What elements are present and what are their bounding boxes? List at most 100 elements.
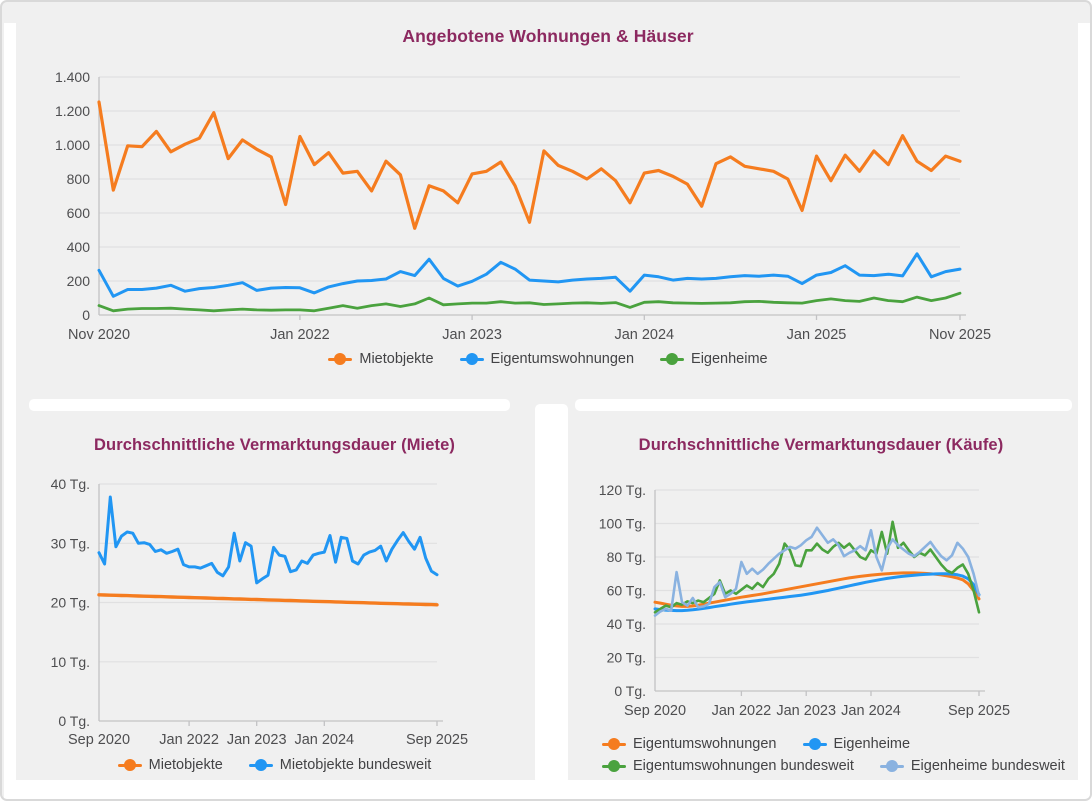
legend-item-eigentumswohnungen[interactable]: Eigentumswohnungen — [459, 351, 635, 367]
chart-title-angebote: Angebotene Wohnungen & Häuser — [402, 26, 694, 46]
legend-line-dot-icon — [117, 759, 142, 772]
left-margin-strip — [4, 23, 16, 781]
x-axis-tick-label: Nov 2020 — [68, 327, 130, 343]
panel-angebotene-wohnungen: Angebotene Wohnungen & Häuser 1.400 1.200… — [15, 4, 1081, 399]
legend-line-dot-icon — [879, 760, 904, 773]
bottom-margin-strip — [4, 780, 1090, 799]
y-axis-tick-label: 200 — [67, 273, 91, 289]
y-axis-tick-label: 600 — [67, 205, 91, 221]
series-line-mietobjekte — [97, 100, 962, 230]
legend-marker-dot — [885, 760, 898, 772]
vertical-divider — [535, 404, 568, 784]
legend-marker-dot — [465, 353, 478, 365]
x-axis-tick-label: Jan 2025 — [787, 327, 847, 343]
legend-row: Mietobjekte Mietobjekte bundesweit — [16, 755, 533, 775]
angebote-line-chart: 1.400 1.200 1.000 800 600 400 200 0 Nov 2020 Jan … — [55, 69, 991, 343]
legend-label: Mietobjekte — [359, 351, 434, 367]
legend-item-eigenheime[interactable]: Eigenheime — [802, 736, 911, 752]
series-line-mietobjekte — [97, 593, 439, 607]
legend-row: Eigentumswohnungen Eigenheime — [568, 734, 1074, 754]
panel-vermarktungsdauer-kaeufe: Durchschnittliche Vermarktungsdauer (Käu… — [568, 411, 1074, 780]
y-axis-tick-label: 80 Tg. — [607, 549, 646, 565]
legend-row: Eigentumswohnungen bundesweit Eigenheime … — [568, 756, 1074, 776]
series-line-eigenheime-bundesweit — [653, 526, 981, 617]
legend-line-dot-icon — [602, 738, 626, 751]
chart-title-kaeufe: Durchschnittliche Vermarktungsdauer (Käu… — [638, 436, 1004, 454]
y-axis-tick-label: 20 Tg. — [51, 595, 90, 611]
miete-line-chart: 40 Tg. 30 Tg. 20 Tg. 10 Tg. 0 Tg. Sep 2020 Jan… — [51, 476, 468, 748]
x-axis-tick-label: Jan 2023 — [776, 703, 836, 719]
x-axis-tick-label: Sep 2025 — [948, 703, 1010, 719]
legend-marker-dot — [608, 738, 620, 750]
right-margin-strip — [1078, 23, 1090, 781]
legend-marker-dot — [254, 759, 267, 771]
y-axis-tick-label: 1.000 — [55, 137, 90, 153]
legend-item-eigenheime[interactable]: Eigenheime — [660, 351, 768, 367]
y-axis-tick-label: 400 — [67, 239, 91, 255]
x-axis-tick-label: Jan 2022 — [712, 703, 772, 719]
x-axis-tick-label: Sep 2020 — [624, 703, 686, 719]
x-axis-tick-label: Sep 2020 — [68, 732, 130, 748]
legend-line-dot-icon — [328, 353, 353, 366]
y-axis-tick-label: 20 Tg. — [607, 650, 646, 666]
y-axis-tick-label: 1.400 — [55, 69, 90, 85]
horizontal-divider-left — [29, 399, 510, 411]
legend-label: Eigentumswohnungen bundesweit — [633, 758, 854, 774]
legend-marker-dot — [666, 353, 679, 365]
x-axis-tick-label: Jan 2022 — [270, 327, 330, 343]
legend-label: Eigenheime bundesweit — [910, 758, 1065, 774]
legend-marker-dot — [334, 353, 347, 365]
y-axis-tick-label: 0 Tg. — [58, 713, 90, 729]
x-axis-tick-label: Nov 2025 — [929, 327, 991, 343]
y-axis-tick-label: 30 Tg. — [51, 535, 90, 551]
legend-label: Eigenheime — [691, 351, 768, 367]
x-axis-tick-label: Jan 2023 — [227, 732, 287, 748]
x-axis-tick-label: Jan 2022 — [159, 732, 219, 748]
legend-item-mietobjekte[interactable]: Mietobjekte — [328, 351, 434, 367]
y-axis-tick-label: 60 Tg. — [607, 583, 646, 599]
series-line-eigentumswohnungen — [97, 252, 962, 298]
y-axis-tick-label: 100 Tg. — [599, 516, 646, 532]
chart-title-miete: Durchschnittliche Vermarktungsdauer (Mie… — [94, 436, 455, 454]
legend-row: Mietobjekte Eigentumswohnungen Eigenheime — [15, 349, 1081, 369]
legend-item-eigentumswohnungen-bundesweit[interactable]: Eigentumswohnungen bundesweit — [602, 758, 854, 774]
x-axis-tick-label: Sep 2025 — [406, 732, 468, 748]
y-axis-tick-label: 800 — [67, 171, 91, 187]
legend-item-eigenheime-bundesweit[interactable]: Eigenheime bundesweit — [879, 758, 1065, 774]
legend-line-dot-icon — [802, 738, 827, 751]
y-axis-tick-label: 0 — [82, 307, 90, 323]
legend-marker-dot — [608, 760, 620, 772]
series-line-eigenheime — [653, 572, 981, 613]
series-line-eigentumswohnungen-bundesweit — [653, 520, 981, 614]
legend-item-eigentumswohnungen[interactable]: Eigentumswohnungen — [602, 736, 777, 752]
legend-item-mietobjekte[interactable]: Mietobjekte — [117, 757, 223, 773]
legend-label: Mietobjekte bundesweit — [279, 757, 432, 773]
legend-label: Eigentumswohnungen — [633, 736, 777, 752]
kaeufe-line-chart: 120 Tg. 100 Tg. 80 Tg. 60 Tg. 40 Tg. 20 Tg. 0 … — [599, 482, 1010, 719]
legend-item-mietobjekte-bundesweit[interactable]: Mietobjekte bundesweit — [248, 757, 432, 773]
legend-label: Eigenheime — [833, 736, 911, 752]
x-axis-tick-label: Jan 2023 — [442, 327, 502, 343]
y-axis-tick-label: 120 Tg. — [599, 482, 646, 498]
y-axis-tick-label: 40 Tg. — [51, 476, 90, 492]
horizontal-divider-right — [575, 399, 1072, 411]
legend-label: Eigentumswohnungen — [490, 351, 635, 367]
legend-marker-dot — [123, 759, 136, 771]
x-axis-tick-label: Jan 2024 — [614, 327, 674, 343]
y-axis-tick-label: 10 Tg. — [51, 654, 90, 670]
x-axis-tick-label: Jan 2024 — [294, 732, 354, 748]
panel-vermarktungsdauer-miete: Durchschnittliche Vermarktungsdauer (Mie… — [16, 411, 533, 780]
y-axis-tick-label: 0 Tg. — [614, 683, 646, 699]
series-line-mietobjekte-bundesweit — [97, 495, 439, 585]
legend-line-dot-icon — [248, 759, 273, 772]
y-axis-tick-label: 1.200 — [55, 103, 90, 119]
legend-marker-dot — [808, 738, 821, 750]
x-axis-tick-label: Jan 2024 — [841, 703, 901, 719]
legend-line-dot-icon — [602, 760, 626, 773]
series-line-eigenheime — [97, 291, 962, 313]
legend-line-dot-icon — [660, 353, 685, 366]
legend-line-dot-icon — [459, 353, 484, 366]
y-axis-tick-label: 40 Tg. — [607, 616, 646, 632]
legend-label: Mietobjekte — [148, 757, 223, 773]
